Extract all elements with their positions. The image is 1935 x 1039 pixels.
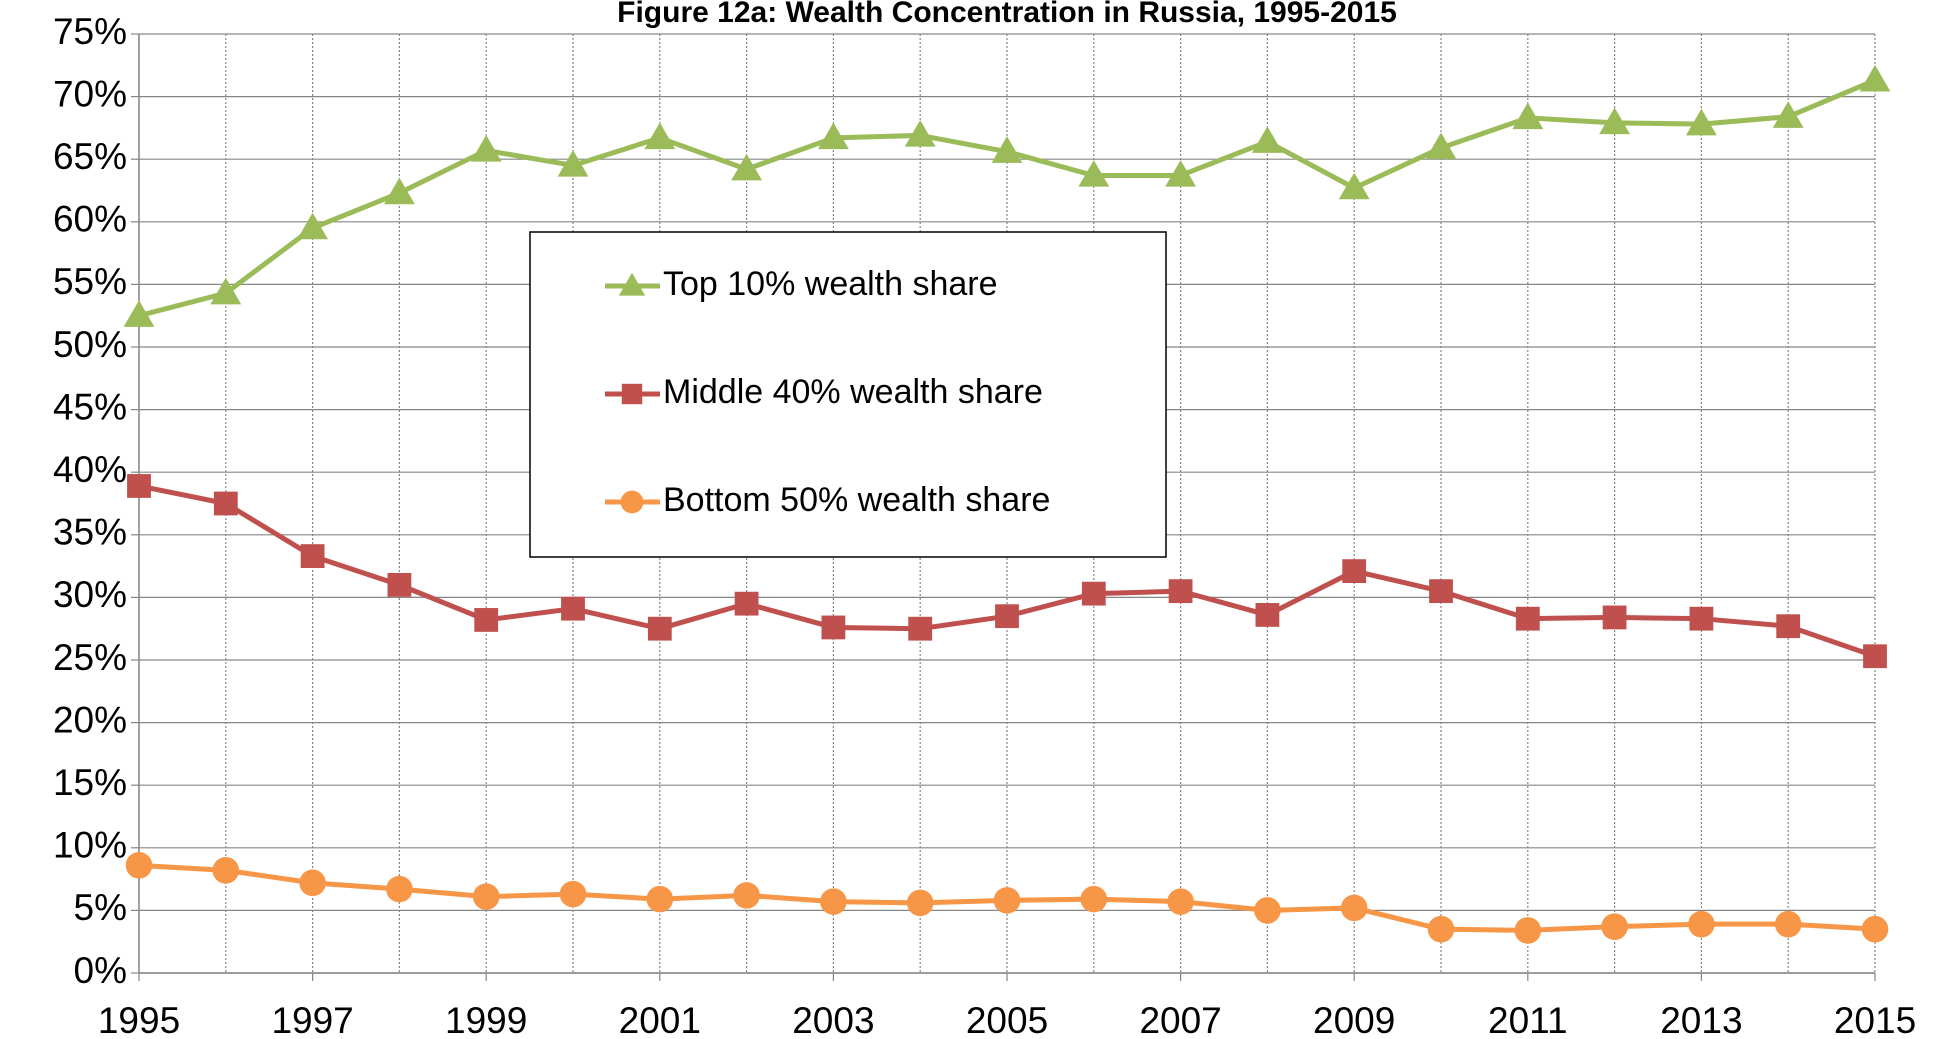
chart-title: Figure 12a: Wealth Concentration in Russ… <box>617 0 1397 29</box>
x-tick-label: 2001 <box>619 1000 701 1039</box>
x-tick-label: 2005 <box>966 1000 1048 1039</box>
y-tick-label: 35% <box>53 512 127 553</box>
data-point <box>993 887 1021 914</box>
data-point <box>1859 64 1891 92</box>
data-point <box>1165 160 1196 187</box>
x-tick-label: 2007 <box>1139 1000 1221 1039</box>
data-point <box>1688 910 1715 938</box>
data-point <box>734 591 759 616</box>
data-point <box>1338 172 1370 200</box>
y-tick-label: 15% <box>53 762 127 803</box>
data-point <box>125 852 153 879</box>
data-point <box>559 880 587 908</box>
x-tick-label: 2009 <box>1313 1000 1395 1039</box>
data-point <box>123 300 155 327</box>
data-point <box>127 474 151 498</box>
y-tick-label: 65% <box>53 136 127 177</box>
data-point <box>821 615 846 640</box>
data-point <box>908 616 933 641</box>
data-point <box>1078 160 1110 187</box>
x-tick-label: 2015 <box>1834 1000 1916 1039</box>
data-point <box>904 120 936 147</box>
data-point <box>472 883 500 910</box>
data-point <box>1514 917 1542 944</box>
data-point <box>1168 579 1193 604</box>
legend-marker <box>621 383 643 405</box>
data-point <box>1425 132 1457 160</box>
y-tick-label: 25% <box>53 637 127 678</box>
legend-label: Top 10% wealth share <box>663 265 998 303</box>
data-point <box>644 122 676 150</box>
y-tick-label: 55% <box>53 261 127 302</box>
data-point <box>1255 603 1280 627</box>
data-point <box>299 869 326 897</box>
data-point <box>1515 606 1540 631</box>
x-tick-label: 1999 <box>445 1000 527 1039</box>
x-tick-label: 1997 <box>271 1000 353 1039</box>
y-tick-label: 60% <box>53 199 127 240</box>
data-point <box>300 544 325 568</box>
data-point <box>1512 102 1544 130</box>
data-point <box>474 608 499 632</box>
y-tick-label: 45% <box>53 386 127 427</box>
data-point <box>1342 559 1367 584</box>
y-tick-label: 50% <box>53 324 127 365</box>
data-point <box>1861 915 1889 943</box>
data-point <box>1167 888 1194 915</box>
data-point <box>1427 915 1455 943</box>
legend: Top 10% wealth share Middle 40% wealth sh… <box>529 231 1167 558</box>
y-tick-label: 10% <box>53 825 127 866</box>
data-point <box>1686 108 1717 136</box>
y-tick-label: 70% <box>53 73 127 114</box>
data-point <box>384 177 415 205</box>
data-point <box>647 616 672 641</box>
data-point <box>1602 605 1627 630</box>
data-point <box>297 212 328 240</box>
y-tick-label: 40% <box>53 449 127 490</box>
legend-label: Middle 40% wealth share <box>663 373 1043 411</box>
data-point <box>906 889 934 917</box>
legend-marker <box>618 272 646 296</box>
data-point <box>387 572 412 597</box>
legend-marker <box>620 490 644 514</box>
x-tick-label: 2011 <box>1488 1000 1568 1039</box>
data-point <box>386 875 413 903</box>
data-point <box>1080 885 1108 913</box>
x-tick-label: 2003 <box>792 1000 874 1039</box>
data-point <box>820 888 847 915</box>
data-point <box>1429 579 1453 604</box>
data-point <box>212 857 240 884</box>
x-tick-label: 2013 <box>1660 1000 1742 1039</box>
data-point <box>995 604 1019 629</box>
data-point <box>1254 897 1281 924</box>
data-point <box>1863 644 1887 669</box>
data-point <box>818 122 849 150</box>
data-point <box>1774 910 1802 938</box>
data-point <box>561 596 585 621</box>
y-tick-label: 30% <box>53 574 127 615</box>
data-point <box>733 882 760 909</box>
data-point <box>1599 107 1630 135</box>
data-point <box>470 135 502 162</box>
data-point <box>731 153 762 181</box>
y-tick-label: 20% <box>53 699 127 740</box>
legend-label: Bottom 50% wealth share <box>663 481 1050 519</box>
x-tick-label: 1995 <box>98 1000 180 1039</box>
data-point <box>1601 913 1628 940</box>
data-point <box>210 277 242 305</box>
data-point <box>213 491 238 516</box>
data-point <box>1772 101 1804 128</box>
y-tick-label: 5% <box>74 887 127 928</box>
data-point <box>1252 126 1283 153</box>
data-point <box>1689 606 1714 631</box>
data-point <box>1081 581 1106 606</box>
data-point <box>1776 614 1801 639</box>
data-point <box>1340 894 1368 922</box>
y-tick-label: 75% <box>53 11 127 52</box>
data-point <box>991 136 1023 163</box>
y-tick-label: 0% <box>74 950 127 991</box>
data-point <box>646 885 674 913</box>
data-point <box>557 150 589 177</box>
